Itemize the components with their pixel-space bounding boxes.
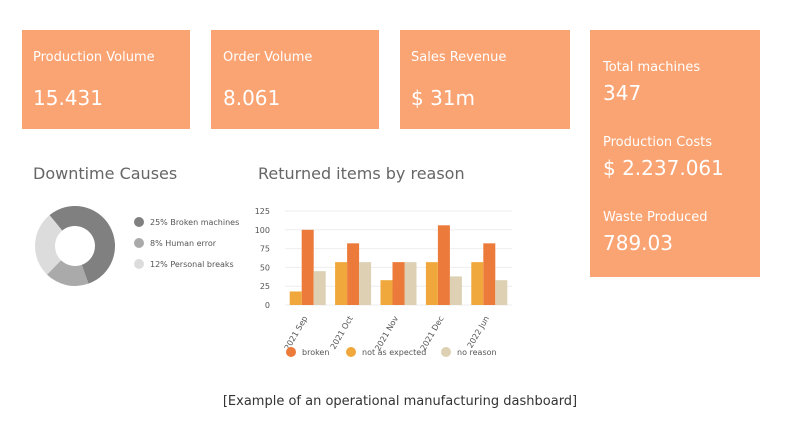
- legend-label: no reason: [457, 348, 497, 357]
- chart-title: Returned items by reason: [258, 164, 465, 183]
- kpi-label: Total machines: [602, 60, 700, 75]
- legend-swatch: [441, 347, 451, 357]
- donut-slice: [47, 260, 89, 287]
- y-tick-label: 0: [265, 301, 270, 310]
- y-tick-label: 100: [255, 226, 270, 235]
- legend-label: 8% Human error: [150, 239, 217, 248]
- bar: [380, 280, 393, 305]
- bar: [425, 262, 438, 305]
- legend-label: broken: [302, 348, 329, 357]
- x-tick-label: 2021 Oct: [329, 315, 355, 351]
- bar: [289, 291, 302, 305]
- legend-swatch: [286, 347, 296, 357]
- bar: [471, 262, 484, 305]
- bar: [495, 280, 508, 305]
- bar: [392, 262, 405, 305]
- legend-swatch: [134, 238, 144, 248]
- x-tick-label: 2021 Nov: [373, 314, 400, 352]
- kpi-label: Sales Revenue: [411, 50, 506, 65]
- legend-swatch: [134, 259, 144, 269]
- bar: [335, 262, 348, 305]
- kpi-value: 347: [603, 81, 641, 105]
- bar: [301, 229, 314, 305]
- kpi-card: [590, 30, 760, 277]
- kpi-card: [22, 30, 190, 129]
- bar: [347, 243, 360, 305]
- x-tick-label: 2022 Jun: [466, 315, 491, 350]
- y-tick-label: 125: [255, 207, 270, 216]
- kpi-value: 8.061: [223, 86, 280, 110]
- legend-swatch: [346, 347, 356, 357]
- donut-slice: [35, 215, 63, 275]
- kpi-label: Production Costs: [603, 135, 712, 150]
- bar: [483, 243, 496, 305]
- kpi-label: Waste Produced: [603, 210, 708, 225]
- legend-label: 25% Broken machines: [150, 218, 239, 227]
- bar: [404, 262, 417, 305]
- legend-label: not as expected: [362, 348, 426, 357]
- kpi-value: $ 2.237.061: [603, 156, 724, 180]
- y-tick-label: 50: [260, 263, 270, 272]
- legend-label: 12% Personal breaks: [150, 260, 234, 269]
- y-tick-label: 25: [260, 282, 270, 291]
- kpi-value: $ 31m: [411, 86, 475, 110]
- kpi-card: [211, 30, 379, 129]
- bar: [313, 271, 326, 305]
- bar: [449, 276, 462, 305]
- chart-title: Downtime Causes: [33, 164, 177, 183]
- legend-swatch: [134, 217, 144, 227]
- caption: [Example of an operational manufacturing…: [223, 394, 577, 409]
- donut-slice: [49, 206, 116, 284]
- bar: [437, 225, 450, 305]
- x-tick-label: 2021 Sep: [283, 315, 310, 352]
- kpi-label: Production Volume: [33, 50, 155, 65]
- kpi-label: Order Volume: [223, 50, 312, 65]
- kpi-value: 15.431: [33, 86, 103, 110]
- x-tick-label: 2021 Dec: [419, 315, 446, 353]
- kpi-card: [400, 30, 570, 129]
- kpi-value: 789.03: [603, 231, 673, 255]
- bar: [359, 262, 372, 305]
- y-tick-label: 75: [260, 245, 270, 254]
